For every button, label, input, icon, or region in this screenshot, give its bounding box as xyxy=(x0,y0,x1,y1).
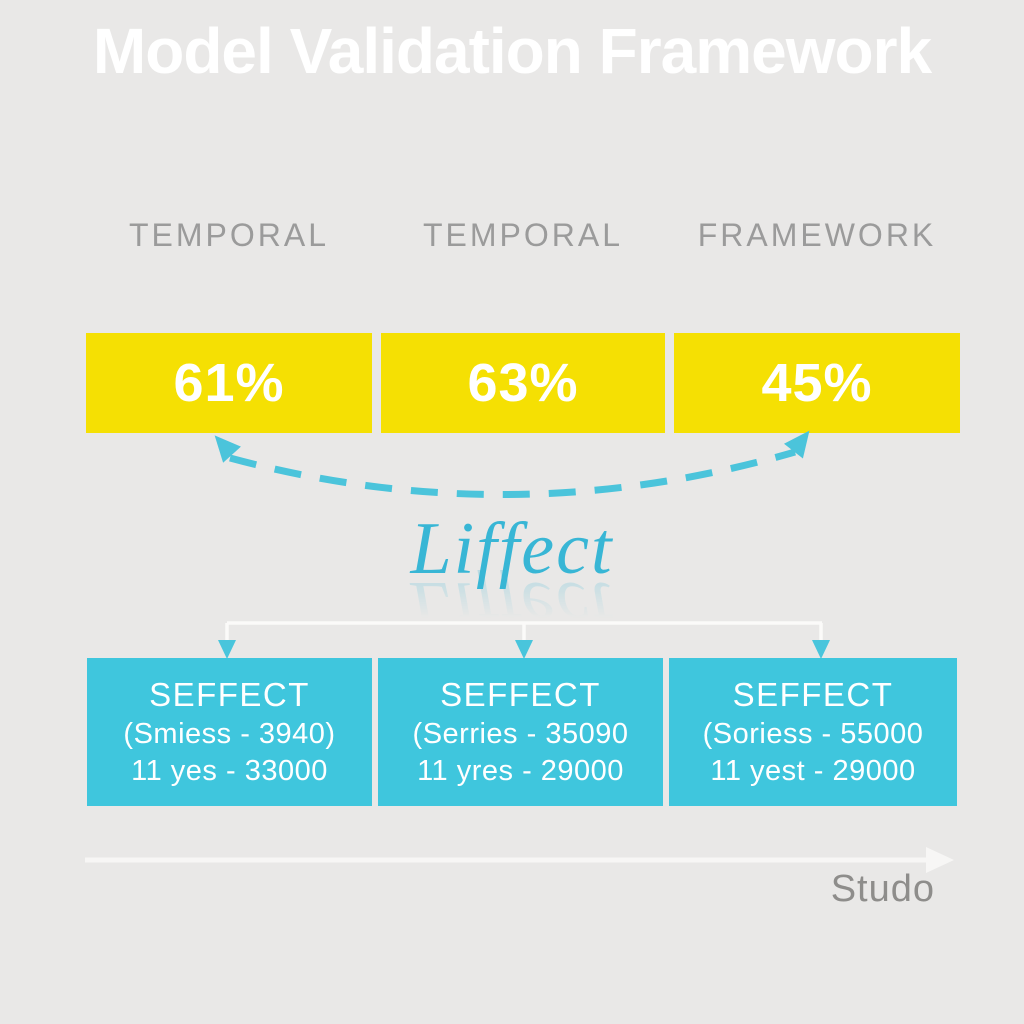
effect-line2-3: (Soriess - 55000 xyxy=(702,718,924,750)
percent-box-3: 45% xyxy=(674,333,960,433)
effect-line3-2: 11 yres - 29000 xyxy=(417,755,624,787)
percent-value-3: 45% xyxy=(761,353,873,413)
column-header-1: TEMPORAL xyxy=(128,216,330,253)
center-label: Liffect xyxy=(410,508,614,590)
effect-line2-2: (Serries - 35090 xyxy=(412,718,629,750)
column-header-2: TEMPORAL xyxy=(422,216,624,253)
effect-line3-1: 11 yes - 33000 xyxy=(131,755,328,787)
timeline-arrow-icon xyxy=(85,847,954,873)
effect-box-1: SEFFECT (Smiess - 3940) 11 yes - 33000 xyxy=(87,658,372,806)
dashed-arc-arrow-icon xyxy=(214,430,810,499)
percent-value-2: 63% xyxy=(467,353,579,413)
effect-title-2: SEFFECT xyxy=(440,676,601,713)
percent-box-2: 63% xyxy=(381,333,665,433)
effect-line2-1: (Smiess - 3940) xyxy=(123,718,336,750)
axis-label: Studo xyxy=(830,868,935,910)
effect-box-2: SEFFECT (Serries - 35090 11 yres - 29000 xyxy=(378,658,663,806)
effect-title-1: SEFFECT xyxy=(149,676,310,713)
effect-line3-3: 11 yest - 29000 xyxy=(710,755,916,787)
bracket-connector-icon xyxy=(218,621,830,659)
percent-box-1: 61% xyxy=(86,333,372,433)
page-title: Model Validation Framework xyxy=(92,15,932,87)
column-header-3: FRAMEWORK xyxy=(697,216,937,253)
effect-title-3: SEFFECT xyxy=(732,676,894,713)
center-label-group: Liffect Liffect xyxy=(0,508,1024,648)
effect-box-3: SEFFECT (Soriess - 55000 11 yest - 29000 xyxy=(669,658,957,806)
percent-value-1: 61% xyxy=(173,353,285,413)
